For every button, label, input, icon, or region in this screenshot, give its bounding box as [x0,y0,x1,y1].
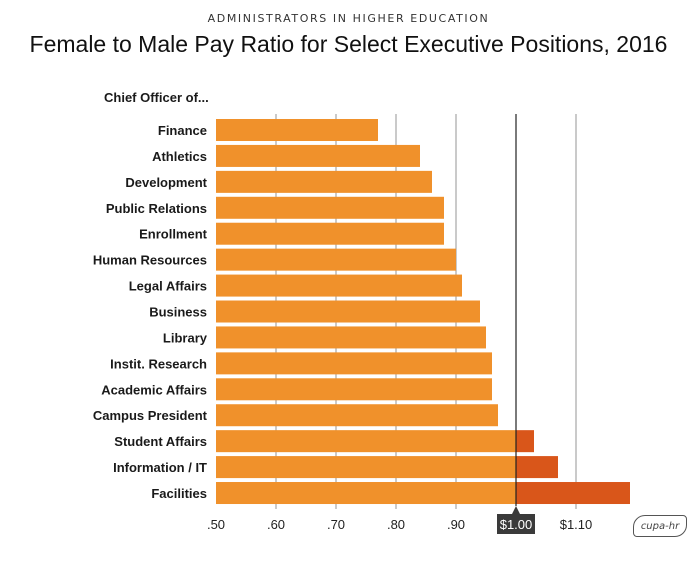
bar-campus-president [216,404,498,427]
category-label: Finance [158,123,207,138]
bar-athletics [216,144,420,167]
bar-information-it [216,456,516,479]
bar-above-parity-segment [516,430,534,453]
category-label: Information / IT [113,460,207,475]
bar-facilities [216,482,516,505]
bar-above-parity-segment [516,456,558,479]
category-label: Athletics [152,149,207,164]
bar-development [216,170,432,193]
category-labels: Finance Athletics Development Public Relati… [93,90,209,501]
category-header: Chief Officer of... [104,90,209,105]
category-label: Public Relations [106,201,207,216]
bar-public-relations [216,196,444,219]
category-label: Library [163,330,208,345]
x-tick-label: .60 [267,517,285,532]
category-label: Development [125,175,207,190]
x-tick-label: $1.10 [560,517,593,532]
category-label: Facilities [151,486,207,501]
bar-finance [216,119,378,141]
cupa-hr-logo: cupa-hr [633,515,687,537]
x-tick-label: .90 [447,517,465,532]
bar-above-parity-segment [516,482,630,505]
x-tick-label: $1.00 [500,517,533,532]
bars [216,119,630,505]
category-label: Legal Affairs [129,279,207,294]
x-tick-label: .70 [327,517,345,532]
category-label: Campus President [93,408,208,423]
x-tick-label: .50 [207,517,225,532]
bar-business [216,300,480,323]
chart-title: Female to Male Pay Ratio for Select Exec… [29,31,668,57]
bar-enrollment [216,222,444,245]
category-label: Enrollment [139,227,208,242]
bar-legal-affairs [216,274,462,297]
category-label: Student Affairs [114,434,207,449]
category-label: Instit. Research [110,356,207,371]
category-label: Human Resources [93,253,207,268]
x-axis-ticks: .50 .60 .70 .80 .90 $1.00 $1.10 [207,506,592,534]
category-label: Academic Affairs [101,382,207,397]
x-tick-label: .80 [387,517,405,532]
chart-supertitle: ADMINISTRATORS IN HIGHER EDUCATION [207,12,490,25]
parity-badge [497,506,535,534]
bar-library [216,326,486,349]
bar-human-resources [216,248,456,271]
bar-student-affairs [216,430,516,453]
category-label: Business [149,305,207,320]
bar-instit-research [216,352,492,375]
bar-academic-affairs [216,378,492,401]
